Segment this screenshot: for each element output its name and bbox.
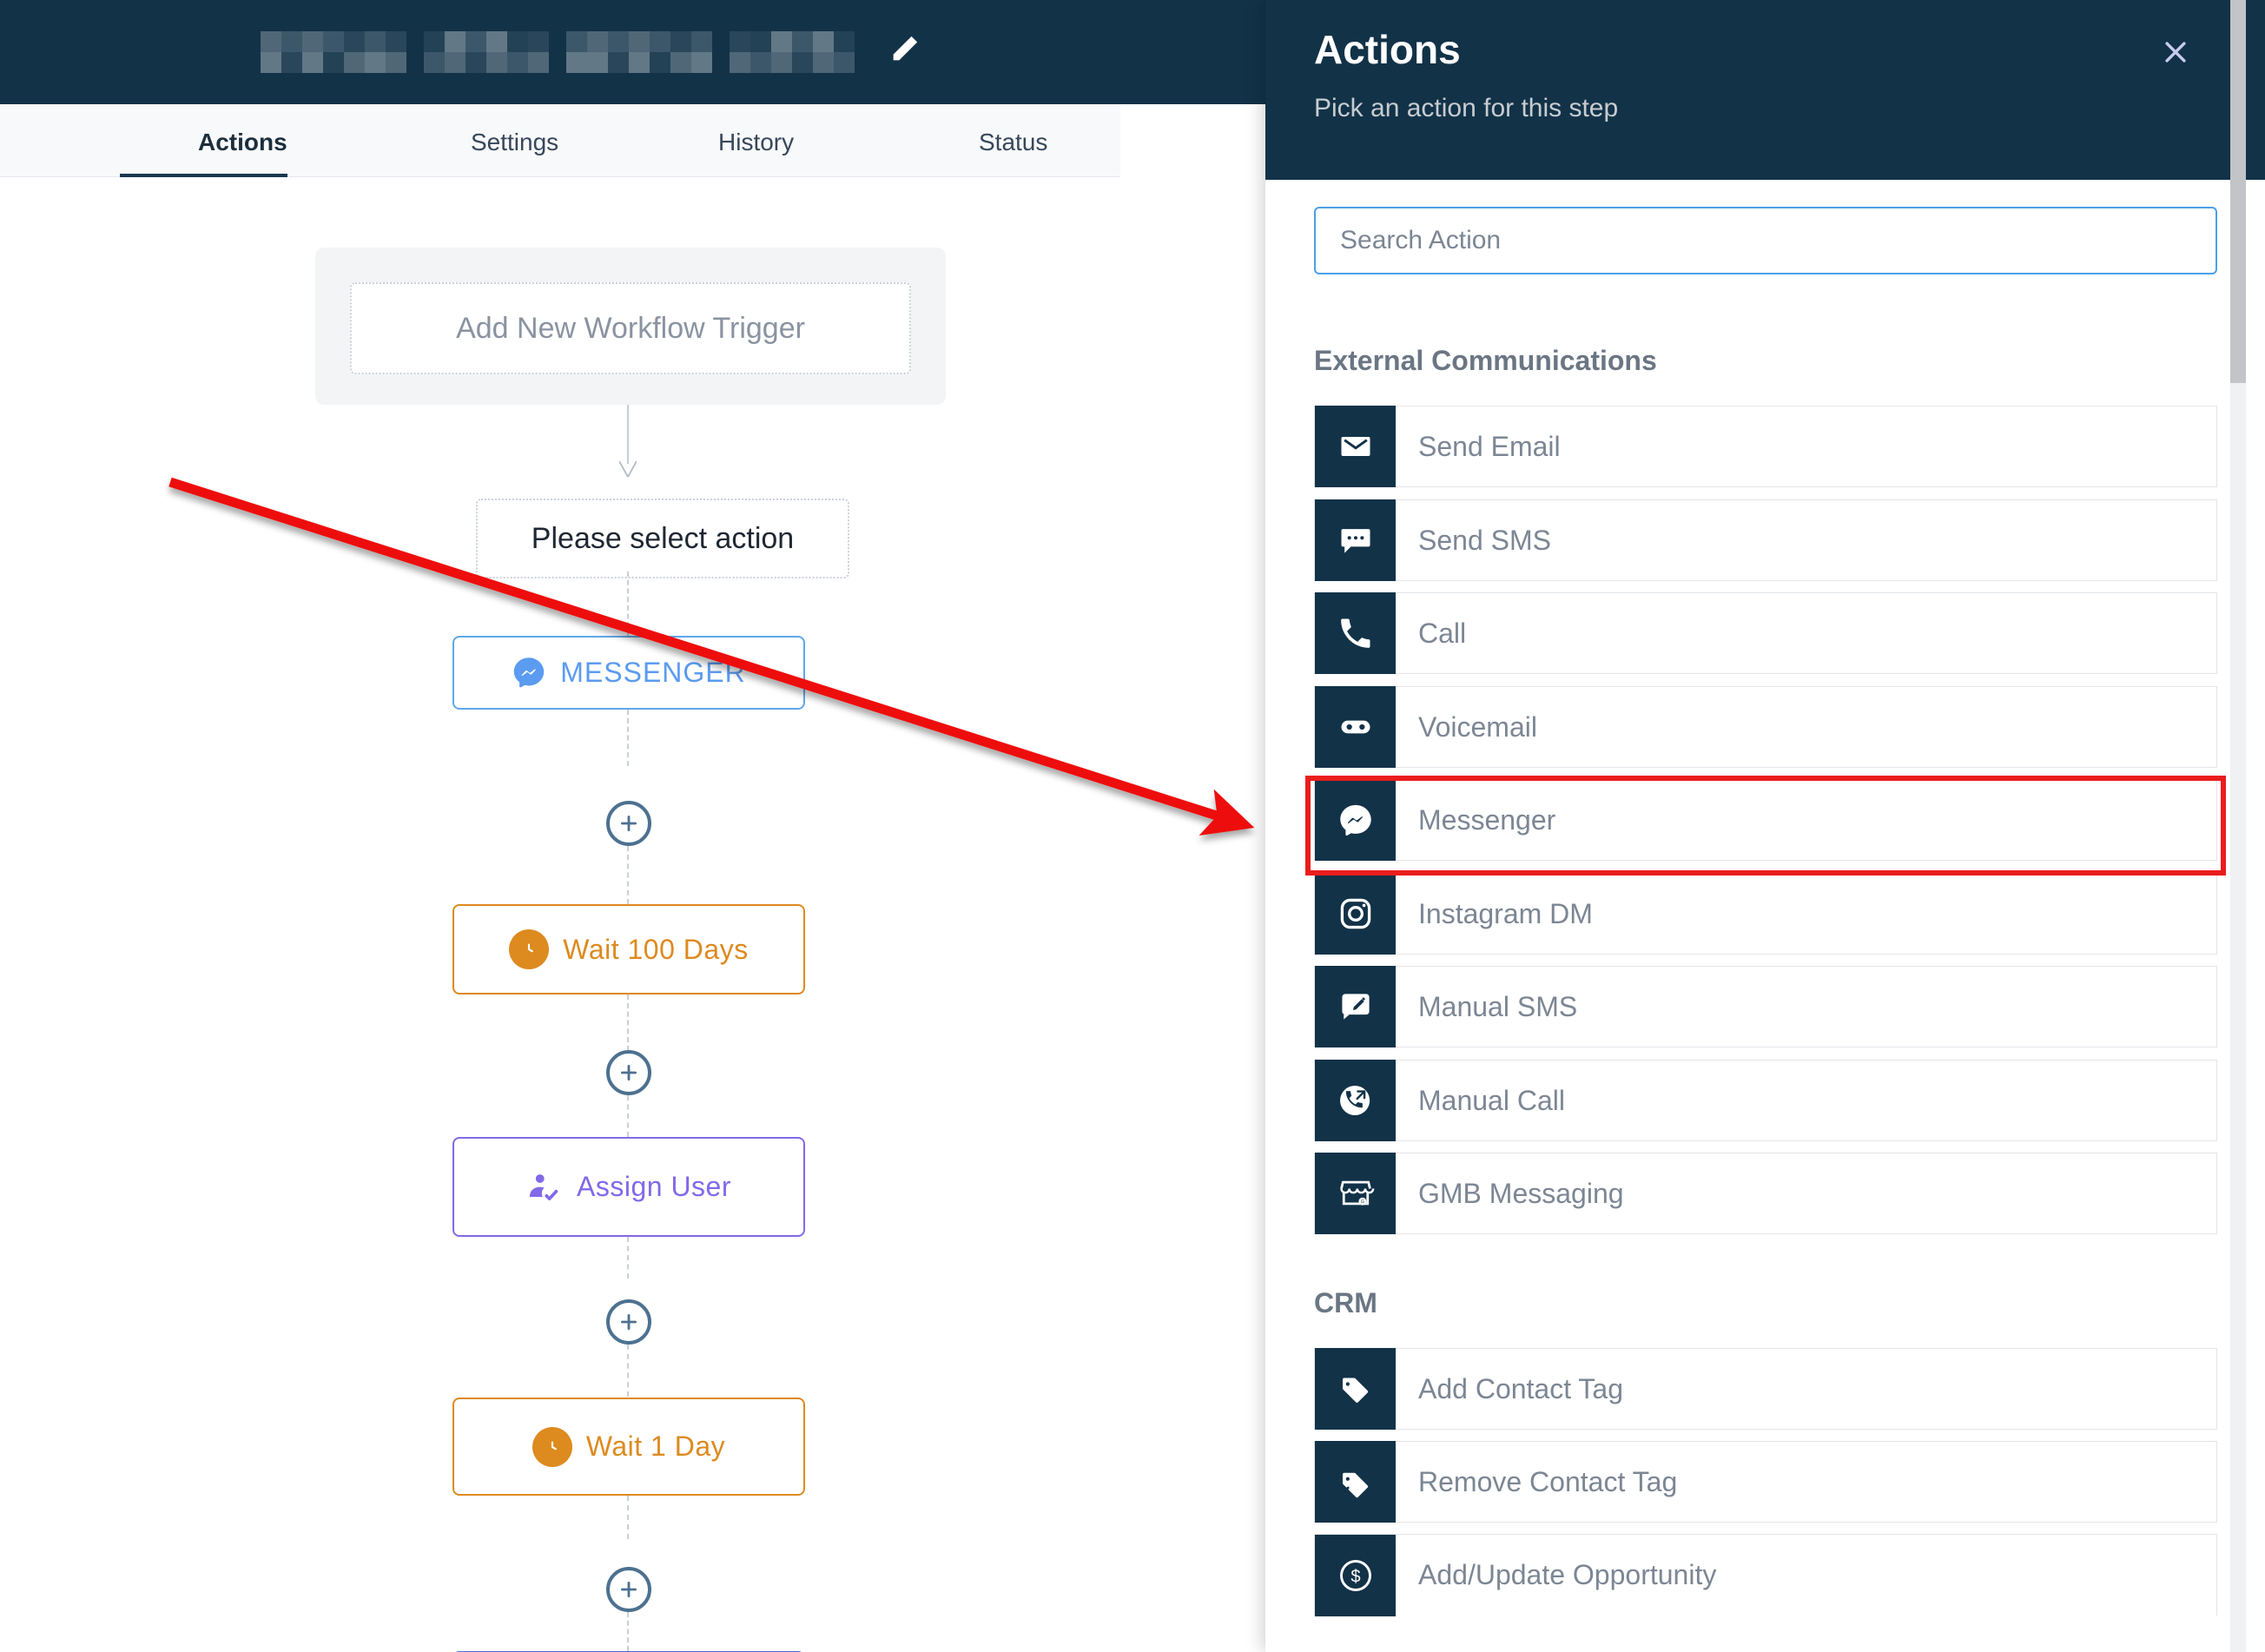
- svg-text:G: G: [1360, 1199, 1364, 1205]
- svg-text:$: $: [1350, 1567, 1360, 1586]
